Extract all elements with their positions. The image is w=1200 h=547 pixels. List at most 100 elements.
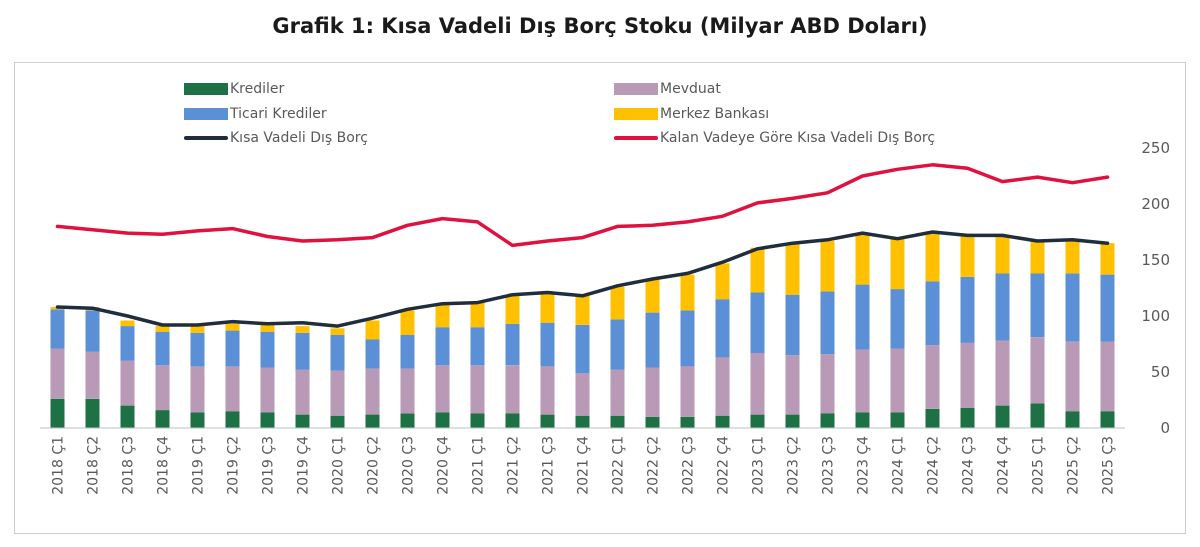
- bar-mevduat-8: [330, 370, 345, 416]
- bar-merkez-bankası-16: [610, 286, 625, 320]
- line-series-kalan-vadeye-gore: [55, 163, 1110, 248]
- legend-label-ticari-krediler: Ticari Krediler: [230, 106, 327, 122]
- x-tick-label: 2021 Ç3: [541, 436, 557, 495]
- y-tick-label: 0: [1160, 419, 1170, 437]
- bar-mevduat-6: [260, 367, 275, 413]
- bar-mevduat-9: [365, 368, 380, 415]
- x-tick-label: 2019 Ç1: [191, 436, 207, 495]
- bar-merkez-bankası-30: [1100, 243, 1115, 275]
- bar-krediler-27: [995, 405, 1010, 428]
- bar-ticari-krediler-27: [995, 273, 1010, 341]
- bar-krediler-24: [890, 412, 905, 428]
- bar-krediler-26: [960, 407, 975, 428]
- legend-swatch-merkez-bankasi: [614, 108, 658, 120]
- y-tick-label: 200: [1141, 195, 1170, 213]
- bar-merkez-bankası-21: [785, 243, 800, 295]
- bar-mevduat-0: [50, 348, 65, 399]
- x-tick-label: 2021 Ç4: [576, 436, 592, 495]
- bar-krediler-30: [1100, 411, 1115, 428]
- bar-mevduat-14: [540, 366, 555, 415]
- bar-mevduat-27: [995, 340, 1010, 406]
- bar-krediler-10: [400, 413, 415, 428]
- bar-krediler-7: [295, 414, 310, 428]
- bar-mevduat-16: [610, 369, 625, 416]
- bar-ticari-krediler-30: [1100, 274, 1115, 342]
- x-tick-label: 2024 Ç2: [926, 436, 942, 495]
- x-tick-label: 2022 Ç4: [716, 436, 732, 495]
- bar-mevduat-2: [120, 360, 135, 406]
- bar-mevduat-25: [925, 345, 940, 409]
- bar-mevduat-29: [1065, 341, 1080, 412]
- line-series-kisa-vadeli-dis-borc: [55, 230, 1110, 328]
- x-tick-label: 2024 Ç3: [961, 436, 977, 495]
- y-tick-label: 100: [1141, 307, 1170, 325]
- bar-layer: [50, 232, 1115, 428]
- bar-krediler-3: [155, 410, 170, 428]
- legend-item-mevduat: Mevduat: [614, 81, 721, 97]
- bar-krediler-1: [85, 398, 100, 428]
- bar-mevduat-28: [1030, 337, 1045, 404]
- bar-mevduat-21: [785, 355, 800, 415]
- x-tick-label: 2020 Ç3: [401, 436, 417, 495]
- bar-ticari-krediler-17: [645, 312, 660, 368]
- bar-mevduat-13: [505, 365, 520, 414]
- x-tick-label: 2022 Ç2: [646, 436, 662, 495]
- x-axis: 2018 Ç1 2018 Ç2 2018 Ç3 2018 Ç4 2019 Ç1 2019 …: [51, 436, 1117, 495]
- bar-ticari-krediler-3: [155, 331, 170, 366]
- bar-merkez-bankası-8: [330, 328, 345, 335]
- x-tick-label: 2023 Ç4: [856, 436, 872, 495]
- bar-ticari-krediler-29: [1065, 273, 1080, 342]
- x-tick-label: 2021 Ç2: [506, 436, 522, 495]
- bar-krediler-2: [120, 405, 135, 428]
- bar-ticari-krediler-12: [470, 327, 485, 366]
- bar-krediler-23: [855, 412, 870, 428]
- bar-krediler-5: [225, 411, 240, 428]
- bar-merkez-bankası-12: [470, 302, 485, 328]
- legend-item-kisa-vadeli-dis-borc: Kısa Vadeli Dış Borç: [184, 130, 368, 146]
- bar-merkez-bankası-4: [190, 326, 205, 333]
- legend-swatch-krediler: [184, 83, 228, 95]
- bar-mevduat-23: [855, 349, 870, 413]
- x-tick-label: 2023 Ç3: [821, 436, 837, 495]
- x-tick-label: 2024 Ç4: [996, 436, 1012, 495]
- bar-ticari-krediler-10: [400, 335, 415, 369]
- bar-ticari-krediler-2: [120, 326, 135, 361]
- legend-label-kalan-vadeye-gore: Kalan Vadeye Göre Kısa Vadeli Dış Borç: [660, 130, 936, 146]
- x-tick-label: 2020 Ç2: [366, 436, 382, 495]
- bar-krediler-4: [190, 412, 205, 428]
- bar-ticari-krediler-19: [715, 299, 730, 358]
- x-tick-label: 2025 Ç2: [1066, 436, 1082, 495]
- bar-mevduat-18: [680, 366, 695, 417]
- x-tick-label: 2025 Ç1: [1031, 436, 1047, 495]
- bar-ticari-krediler-21: [785, 294, 800, 356]
- bar-ticari-krediler-4: [190, 332, 205, 367]
- x-tick-label: 2018 Ç4: [156, 436, 172, 495]
- bar-krediler-12: [470, 413, 485, 428]
- x-tick-label: 2024 Ç1: [891, 436, 907, 495]
- bar-ticari-krediler-28: [1030, 273, 1045, 338]
- bar-ticari-krediler-11: [435, 327, 450, 366]
- bar-mevduat-30: [1100, 341, 1115, 412]
- bar-ticari-krediler-8: [330, 335, 345, 371]
- bar-krediler-21: [785, 414, 800, 428]
- bar-krediler-19: [715, 415, 730, 428]
- x-tick-label: 2019 Ç3: [261, 436, 277, 495]
- bar-merkez-bankası-27: [995, 235, 1010, 274]
- bar-ticari-krediler-13: [505, 323, 520, 366]
- bar-merkez-bankası-17: [645, 279, 660, 313]
- legend-label-mevduat: Mevduat: [660, 81, 721, 97]
- bar-merkez-bankası-7: [295, 326, 310, 333]
- bar-merkez-bankası-6: [260, 325, 275, 332]
- bar-krediler-8: [330, 415, 345, 428]
- bar-mevduat-15: [575, 373, 590, 416]
- bar-merkez-bankası-2: [120, 320, 135, 327]
- x-tick-label: 2021 Ç1: [471, 436, 487, 495]
- x-tick-label: 2020 Ç1: [331, 436, 347, 495]
- bar-ticari-krediler-18: [680, 310, 695, 367]
- bar-ticari-krediler-24: [890, 289, 905, 349]
- y-tick-label: 250: [1141, 139, 1170, 157]
- bar-ticari-krediler-14: [540, 322, 555, 367]
- bar-krediler-28: [1030, 403, 1045, 428]
- legend-item-merkez-bankasi: Merkez Bankası: [614, 106, 769, 122]
- bar-ticari-krediler-20: [750, 292, 765, 353]
